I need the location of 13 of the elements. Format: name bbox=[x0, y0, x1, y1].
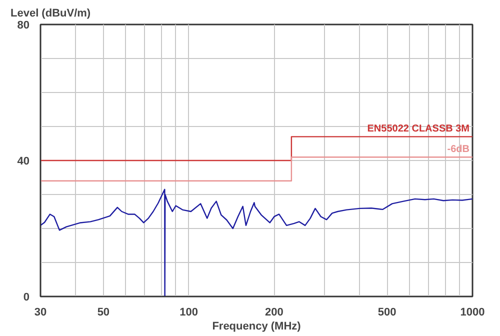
series-label: EN55022 CLASSB 3M bbox=[367, 124, 470, 135]
y-tick-label: 40 bbox=[17, 156, 30, 168]
y-tick-label: 0 bbox=[23, 292, 30, 304]
x-tick-label: 1000 bbox=[460, 306, 485, 318]
y-axis-title: Level (dBuV/m) bbox=[10, 8, 91, 20]
series-label: -6dB bbox=[447, 144, 470, 156]
y-tick-label: 80 bbox=[17, 20, 30, 32]
x-tick-label: 500 bbox=[378, 306, 396, 318]
x-tick-label: 100 bbox=[180, 306, 198, 318]
x-tick-label: 30 bbox=[34, 306, 47, 318]
x-tick-label: 200 bbox=[265, 306, 284, 318]
x-tick-label: 50 bbox=[97, 306, 110, 318]
x-axis-title: Frequency (MHz) bbox=[212, 320, 302, 332]
